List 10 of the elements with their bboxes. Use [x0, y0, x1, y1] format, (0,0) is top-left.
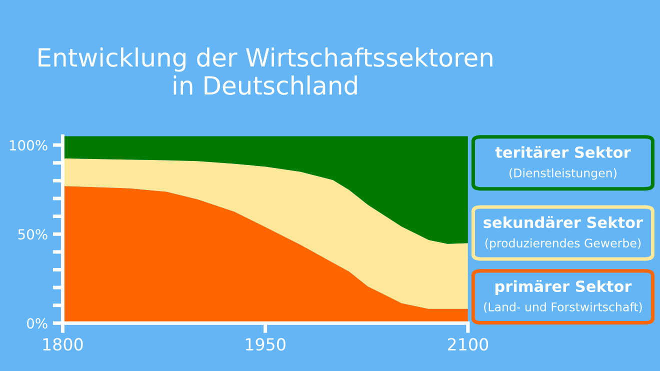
y-tick-label: 0% [27, 318, 48, 329]
x-tick-label: 2100 [448, 338, 488, 351]
chart-title: Entwicklung der Wirtschaftssektoren in Deutschland [38, 48, 492, 95]
y-tick-label: 50% [18, 229, 48, 240]
x-tick-label: 1950 [246, 338, 286, 351]
y-tick-label: 100% [10, 140, 48, 151]
x-tick-label: 1800 [43, 338, 83, 351]
series-label: primärer Sektor (Land- und Forstwirtschaft) [484, 280, 642, 313]
series-label: sekundärer Sektor (produzierendes Gewerbe) [484, 216, 644, 250]
series-label: teritärer Sektor (Dienstleistungen) [495, 146, 631, 180]
